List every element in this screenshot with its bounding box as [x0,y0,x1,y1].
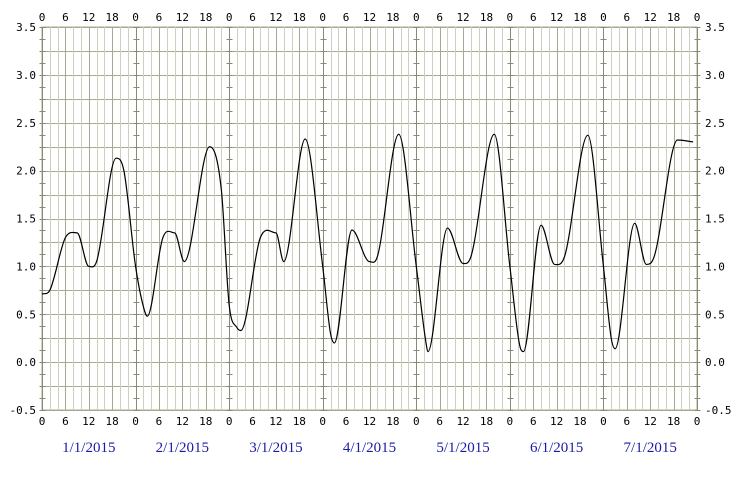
x-tick-label-bottom: 12 [550,415,563,428]
x-tick-label-bottom: 12 [176,415,189,428]
x-tick-label-bottom: 6 [343,415,350,428]
x-tick-label-top: 0 [413,11,420,24]
x-tick-label-top: 18 [386,11,399,24]
x-tick-label-bottom: 12 [82,415,95,428]
x-tick-label-bottom: 0 [39,415,46,428]
x-tick-label-bottom: 12 [363,415,376,428]
x-tick-label-bottom: 6 [249,415,256,428]
x-tick-label-bottom: 6 [436,415,443,428]
series-line [41,133,694,353]
x-tick-label-bottom: 18 [106,415,119,428]
x-tick-label-top: 12 [269,11,282,24]
y-tick-label-left: -0.5 [10,404,37,417]
x-tick-label-top: 6 [62,11,69,24]
x-tick-label-bottom: 0 [413,415,420,428]
series-layer [41,133,694,353]
x-tick-label-top: 0 [132,11,139,24]
x-tick-label-top: 12 [550,11,563,24]
x-tick-label-bottom: 12 [456,415,469,428]
x-tick-label-top: 6 [436,11,443,24]
x-tick-label-top: 18 [667,11,680,24]
x-tick-label-top: 12 [363,11,376,24]
day-date-label: 3/1/2015 [249,440,302,456]
x-tick-label-top: 6 [343,11,350,24]
y-tick-label-right: 1.5 [705,213,725,226]
x-tick-label-top: 18 [199,11,212,24]
y-tick-label-right: -0.5 [705,404,732,417]
x-tick-label-bottom: 12 [644,415,657,428]
y-tick-label-right: 2.0 [705,165,725,178]
y-tick-label-right: 3.0 [705,69,725,82]
y-tick-label-right: 1.0 [705,260,725,273]
x-tick-label-bottom: 0 [319,415,326,428]
x-tick-label-bottom: 0 [694,415,701,428]
y-tick-label-left: 3.0 [16,69,36,82]
y-tick-label-right: 0.5 [705,308,725,321]
x-tick-label-bottom: 18 [480,415,493,428]
y-tick-label-left: 1.5 [16,213,36,226]
grid-layer [39,26,701,411]
x-tick-label-bottom: 0 [600,415,607,428]
x-tick-label-bottom: 6 [530,415,537,428]
x-tick-label-bottom: 18 [573,415,586,428]
x-tick-label-top: 0 [694,11,701,24]
x-tick-label-top: 0 [319,11,326,24]
x-tick-label-bottom: 18 [293,415,306,428]
y-tick-label-left: 3.5 [16,21,36,34]
x-tick-label-top: 6 [624,11,631,24]
x-tick-label-top: 18 [293,11,306,24]
day-date-label: 4/1/2015 [343,440,396,456]
x-tick-label-top: 12 [176,11,189,24]
x-tick-label-top: 6 [156,11,163,24]
day-date-label: 6/1/2015 [530,440,583,456]
x-tick-label-top: 0 [226,11,233,24]
x-tick-label-top: 0 [39,11,46,24]
x-tick-label-top: 12 [644,11,657,24]
y-tick-label-right: 2.5 [705,117,725,130]
y-tick-label-left: 2.0 [16,165,36,178]
y-tick-label-right: 0.0 [705,356,725,369]
x-tick-label-top: 18 [106,11,119,24]
x-tick-label-bottom: 6 [624,415,631,428]
x-tick-label-top: 18 [573,11,586,24]
y-tick-label-right: 3.5 [705,21,725,34]
x-tick-label-top: 6 [530,11,537,24]
x-tick-label-top: 12 [82,11,95,24]
x-tick-label-bottom: 18 [199,415,212,428]
x-tick-label-bottom: 0 [226,415,233,428]
day-date-label: 7/1/2015 [624,440,677,456]
x-tick-label-top: 18 [480,11,493,24]
x-tick-label-top: 6 [249,11,256,24]
x-tick-label-bottom: 6 [62,415,69,428]
label-layer: -0.5 -0.5 0.0 0.0 0.5 0.5 1.0 1.0 1.5 1.5 2.0 2.0 2.… [10,11,732,456]
y-tick-label-left: 1.0 [16,260,36,273]
y-tick-label-left: 2.5 [16,117,36,130]
day-date-label: 2/1/2015 [156,440,209,456]
x-tick-label-bottom: 18 [667,415,680,428]
x-tick-label-top: 0 [600,11,607,24]
x-tick-label-bottom: 18 [386,415,399,428]
x-tick-label-top: 0 [507,11,514,24]
x-tick-label-bottom: 0 [507,415,514,428]
x-tick-label-bottom: 0 [132,415,139,428]
y-tick-label-left: 0.0 [16,356,36,369]
day-date-label: 1/1/2015 [62,440,115,456]
x-tick-label-bottom: 12 [269,415,282,428]
x-tick-label-bottom: 6 [156,415,163,428]
y-tick-label-left: 0.5 [16,308,36,321]
day-date-label: 5/1/2015 [436,440,489,456]
x-tick-label-top: 12 [456,11,469,24]
